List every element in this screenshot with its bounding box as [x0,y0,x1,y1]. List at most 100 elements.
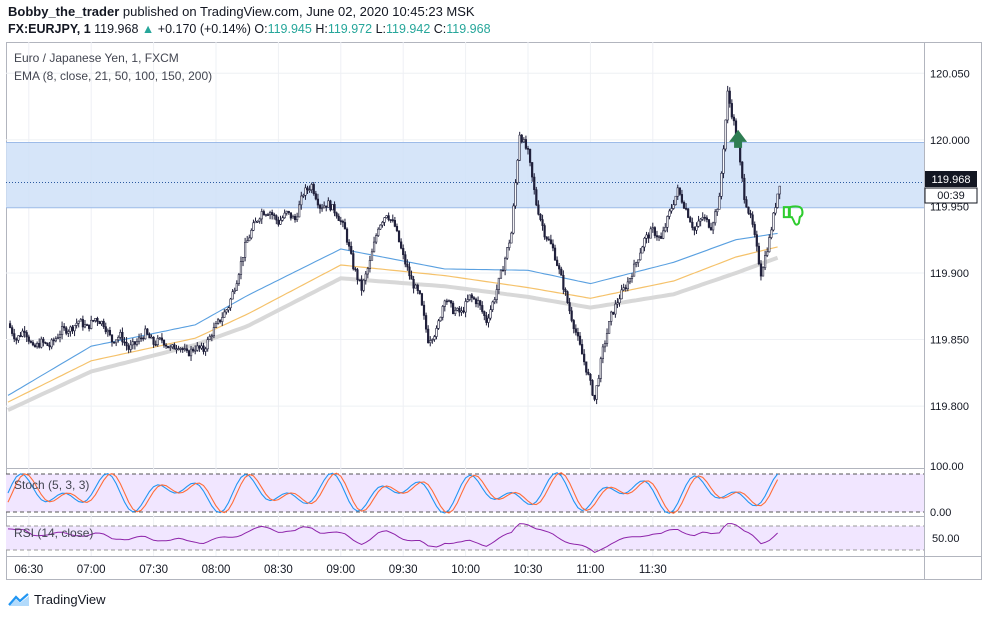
candle-body [393,220,396,227]
candle-body [678,187,681,195]
candle-body [13,333,16,340]
candle-body [524,139,528,149]
grid-lines [6,42,924,556]
thumbs-down-icon [782,205,804,226]
candle-body [40,338,43,348]
candle-body [73,325,76,332]
ema-lines [7,232,779,412]
chart-container[interactable]: 120.050 120.000 119.950 119.900 119.850 119.8… [6,42,982,580]
candle-body [464,301,467,313]
candle-body [506,247,509,259]
candle-body [699,218,702,222]
candle-body [632,263,636,277]
candle-body [323,205,326,209]
candle-body [441,306,444,318]
candle-body [693,227,696,231]
candle-body [641,246,644,254]
candle-body [772,212,775,231]
low-value: 119.942 [386,22,431,36]
candle-body [747,206,750,214]
candle-body [146,328,149,335]
candle-body [608,321,611,334]
candle-body [248,237,251,242]
candle-body [98,321,101,325]
candle-body [94,318,97,321]
candle-body [287,210,290,213]
brand-name[interactable]: TradingView [34,592,106,607]
candle-body [387,215,390,220]
candle-body [599,358,602,379]
time-tick-label: 08:00 [202,564,231,576]
candle-body [200,345,203,349]
countdown-text: 00:39 [937,190,965,202]
candle-body [343,222,347,230]
candle-body [19,335,22,337]
author-name[interactable]: Bobby_the_trader [8,4,120,19]
candle-body [556,259,559,266]
candle-body [391,219,394,221]
candle-body [291,215,295,219]
candle-body [298,204,301,218]
candle-body [745,199,748,208]
candle-body [187,350,191,357]
candle-body [92,319,95,322]
rsi-tick-label: 50.00 [932,533,960,545]
candle-body [508,242,511,248]
candle-body [329,200,332,211]
candle-body [447,300,451,302]
candle-body [408,266,411,277]
zone-rect [6,142,924,208]
candle-body [568,302,571,312]
stoch-tick-label: 100.00 [930,461,964,473]
candle-body [724,119,727,150]
candle-body [564,289,567,292]
candle-body [289,212,292,219]
candle-body [17,335,20,341]
candle-body [610,311,613,322]
candle-body [549,239,552,245]
candle-body [572,320,575,330]
candle-body [528,148,532,163]
tradingview-logo-icon[interactable] [8,592,30,607]
candle-body [624,287,627,290]
candle-body [48,345,51,348]
candle-body [27,336,30,342]
candle-body [466,299,469,302]
candle-body [150,336,153,339]
candle-body [726,90,729,121]
candle-body [605,333,609,344]
high-value: 119.972 [327,22,373,36]
candle-body [192,348,195,352]
price-chart[interactable]: 120.050 120.000 119.950 119.900 119.850 119.8… [6,42,982,580]
candle-body [127,345,130,350]
candle-body [156,337,159,345]
candle-body [231,291,234,300]
candle-body [474,298,478,305]
candle-body [689,217,692,223]
candle-body [144,328,147,340]
candle-body [331,204,334,211]
candle-body [106,330,109,333]
candle-body [770,229,773,238]
candle-body [354,268,357,271]
price-tick-label: 119.800 [930,401,969,413]
candle-body [753,224,756,235]
price-tick-label: 120.050 [930,68,970,80]
candle-body [38,343,41,348]
candle-body [691,221,694,228]
candle-body [489,309,492,319]
candle-body [358,279,361,281]
candle-body [456,307,459,311]
candle-body [268,212,272,216]
candle-body [177,348,180,350]
candle-body [676,187,679,197]
ohlc-header: FX:EURJPY, 1 119.968 ▲ +0.170 (+0.14%) O… [8,22,491,36]
candle-body [233,289,236,292]
candle-body [173,344,176,350]
candle-body [551,243,555,249]
stoch-tick-label: 0.00 [930,507,951,519]
candle-body [227,307,230,311]
candle-body [60,326,64,336]
footer: TradingView [8,592,106,607]
candle-body [15,338,18,341]
